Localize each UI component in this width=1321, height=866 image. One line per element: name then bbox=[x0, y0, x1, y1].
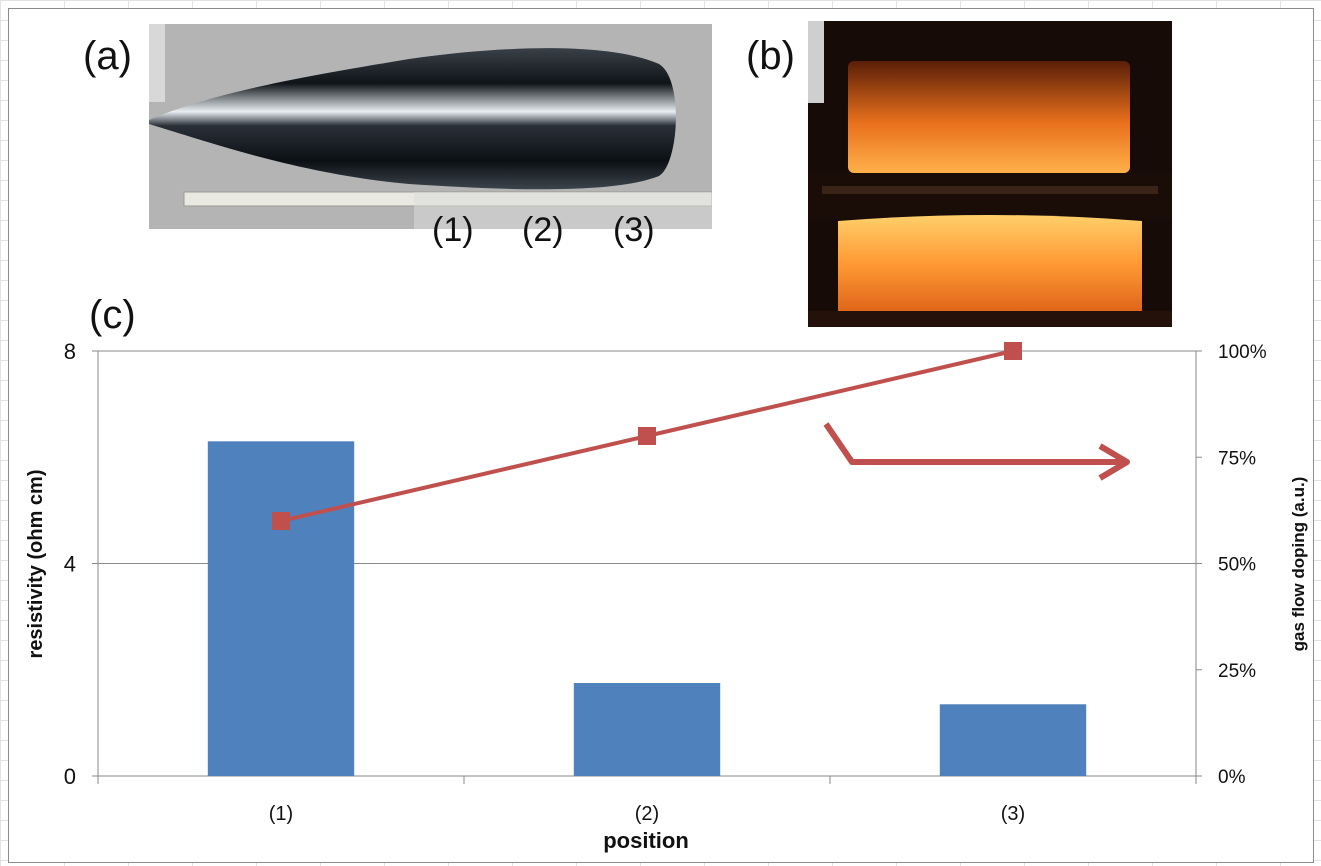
line-marker bbox=[638, 427, 656, 445]
y-tick-label: 8 bbox=[64, 339, 76, 364]
y2-tick-label: 100% bbox=[1218, 342, 1267, 363]
ingot-position-2: (2) bbox=[522, 211, 564, 249]
bar bbox=[207, 441, 355, 776]
y2-axis-title: gas flow doping (a.u.) bbox=[1289, 477, 1308, 652]
x-tick-label: (2) bbox=[635, 803, 659, 825]
annotation-arrow-shaft bbox=[823, 422, 1125, 465]
y2-tick-label: 50% bbox=[1218, 555, 1256, 576]
x-axis-title: position bbox=[603, 828, 689, 853]
y-axis-title: resistivity (ohm cm) bbox=[25, 470, 47, 659]
ingot-position-3: (3) bbox=[613, 211, 655, 249]
line-marker bbox=[272, 512, 290, 530]
tick-labels: 0 4 8 0% 25% 50% 75% 100% (1) (2) (3) bbox=[64, 339, 1267, 825]
line-marker bbox=[1004, 342, 1022, 360]
y-tick-label: 4 bbox=[64, 552, 76, 577]
furnace-photo bbox=[808, 21, 1172, 327]
x-tick-label: (1) bbox=[269, 803, 293, 825]
resistivity-bars bbox=[207, 441, 1087, 776]
ingot-image bbox=[149, 24, 712, 229]
annotation-arrow-head bbox=[1098, 443, 1130, 481]
panel-label-b: (b) bbox=[746, 34, 795, 78]
panel-label-a: (a) bbox=[83, 34, 132, 78]
y2-tick-label: 0% bbox=[1218, 767, 1246, 788]
ingot-position-1: (1) bbox=[432, 211, 474, 249]
y2-tick-label: 25% bbox=[1218, 661, 1256, 682]
y2-tick-label: 75% bbox=[1218, 448, 1256, 469]
panel-label-c: (c) bbox=[89, 293, 136, 337]
y-tick-label: 0 bbox=[64, 764, 76, 789]
annotation-arrow bbox=[823, 422, 1130, 481]
furnace-image bbox=[808, 21, 1172, 327]
bar bbox=[939, 704, 1087, 776]
bar bbox=[573, 683, 721, 776]
x-tick-label: (3) bbox=[1001, 803, 1025, 825]
ingot-photo bbox=[149, 24, 712, 229]
gas-flow-line bbox=[272, 342, 1022, 530]
